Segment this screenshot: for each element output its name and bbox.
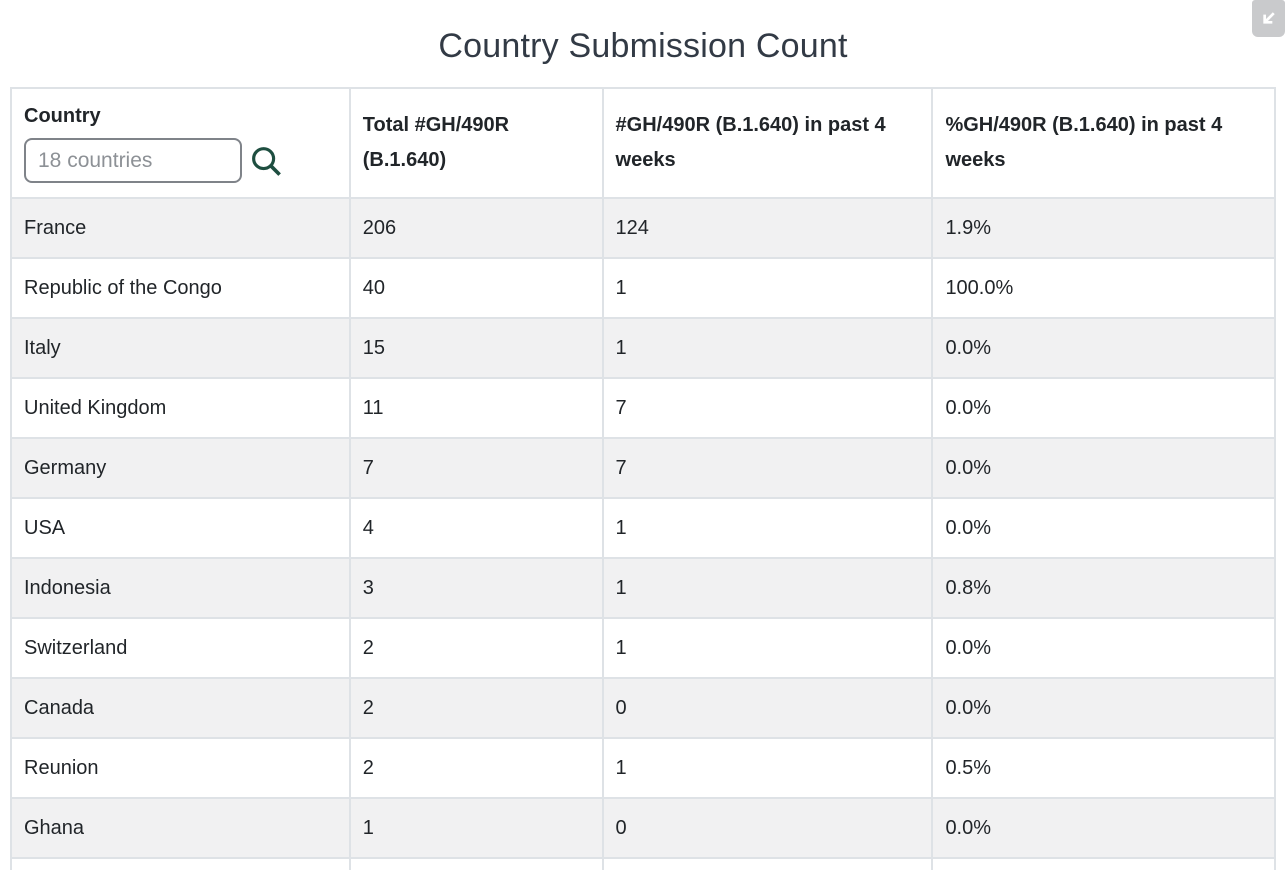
- column-header-recent: #GH/490R (B.1.640) in past 4 weeks: [601, 87, 934, 199]
- cell-country: Ghana: [10, 797, 351, 859]
- cell-country: Italy: [10, 317, 351, 379]
- table-row: [10, 857, 1276, 870]
- table-row: Germany 7 7 0.0%: [10, 437, 1276, 499]
- cell-total: 40: [348, 257, 604, 319]
- cell-total: 4: [348, 497, 604, 559]
- cell-recent: 1: [601, 497, 934, 559]
- cell-percent: 0.0%: [931, 797, 1276, 859]
- cell-total: 15: [348, 317, 604, 379]
- table-row: Indonesia 3 1 0.8%: [10, 557, 1276, 619]
- cell-country: Canada: [10, 677, 351, 739]
- table-row: USA 4 1 0.0%: [10, 497, 1276, 559]
- header-row: Country Total #GH/490R (B.1.640): [10, 87, 1276, 199]
- cell-country: Republic of the Congo: [10, 257, 351, 319]
- table-row: Italy 15 1 0.0%: [10, 317, 1276, 379]
- cell-country: Germany: [10, 437, 351, 499]
- cell-total: 2: [348, 737, 604, 799]
- column-header-percent: %GH/490R (B.1.640) in past 4 weeks: [931, 87, 1276, 199]
- cell-total: 206: [348, 197, 604, 259]
- collapse-button[interactable]: [1252, 0, 1285, 37]
- cell-recent: 1: [601, 557, 934, 619]
- cell-recent: 7: [601, 437, 934, 499]
- table-row: Switzerland 2 1 0.0%: [10, 617, 1276, 679]
- table-row: Republic of the Congo 40 1 100.0%: [10, 257, 1276, 319]
- cell-country: Indonesia: [10, 557, 351, 619]
- cell-country: France: [10, 197, 351, 259]
- table-row: France 206 124 1.9%: [10, 197, 1276, 259]
- cell-percent: [931, 857, 1276, 870]
- table-row: Ghana 1 0 0.0%: [10, 797, 1276, 859]
- table-row: Reunion 2 1 0.5%: [10, 737, 1276, 799]
- cell-percent: 0.0%: [931, 617, 1276, 679]
- cell-total: 7: [348, 437, 604, 499]
- country-submission-table-container: Country Total #GH/490R (B.1.640): [10, 87, 1276, 870]
- cell-country: United Kingdom: [10, 377, 351, 439]
- cell-percent: 100.0%: [931, 257, 1276, 319]
- cell-total: 1: [348, 797, 604, 859]
- cell-country: Switzerland: [10, 617, 351, 679]
- cell-percent: 0.8%: [931, 557, 1276, 619]
- cell-percent: 1.9%: [931, 197, 1276, 259]
- column-header-country: Country: [10, 87, 351, 199]
- cell-percent: 0.0%: [931, 377, 1276, 439]
- cell-total: 11: [348, 377, 604, 439]
- cell-recent: [601, 857, 934, 870]
- cell-total: 2: [348, 617, 604, 679]
- cell-total: 3: [348, 557, 604, 619]
- cell-recent: 124: [601, 197, 934, 259]
- table-row: United Kingdom 11 7 0.0%: [10, 377, 1276, 439]
- page-title: Country Submission Count: [438, 27, 848, 65]
- cell-recent: 0: [601, 797, 934, 859]
- cell-percent: 0.0%: [931, 437, 1276, 499]
- cell-total: 2: [348, 677, 604, 739]
- cell-country: [10, 857, 351, 870]
- cell-recent: 1: [601, 317, 934, 379]
- cell-recent: 1: [601, 257, 934, 319]
- cell-recent: 0: [601, 677, 934, 739]
- cell-recent: 7: [601, 377, 934, 439]
- table-body: France 206 124 1.9% Republic of the Cong…: [10, 197, 1276, 870]
- country-search-row: [24, 138, 337, 183]
- country-submission-table: Country Total #GH/490R (B.1.640): [10, 87, 1276, 870]
- cell-country: Reunion: [10, 737, 351, 799]
- cell-percent: 0.0%: [931, 317, 1276, 379]
- cell-recent: 1: [601, 737, 934, 799]
- arrow-down-left-icon: [1257, 7, 1280, 30]
- search-icon[interactable]: [247, 142, 285, 180]
- cell-percent: 0.5%: [931, 737, 1276, 799]
- table-row: Canada 2 0 0.0%: [10, 677, 1276, 739]
- cell-total: [348, 857, 604, 870]
- cell-percent: 0.0%: [931, 677, 1276, 739]
- cell-country: USA: [10, 497, 351, 559]
- country-search-input[interactable]: [24, 138, 242, 183]
- cell-percent: 0.0%: [931, 497, 1276, 559]
- cell-recent: 1: [601, 617, 934, 679]
- country-column-label: Country: [24, 105, 101, 127]
- column-header-total: Total #GH/490R (B.1.640): [348, 87, 604, 199]
